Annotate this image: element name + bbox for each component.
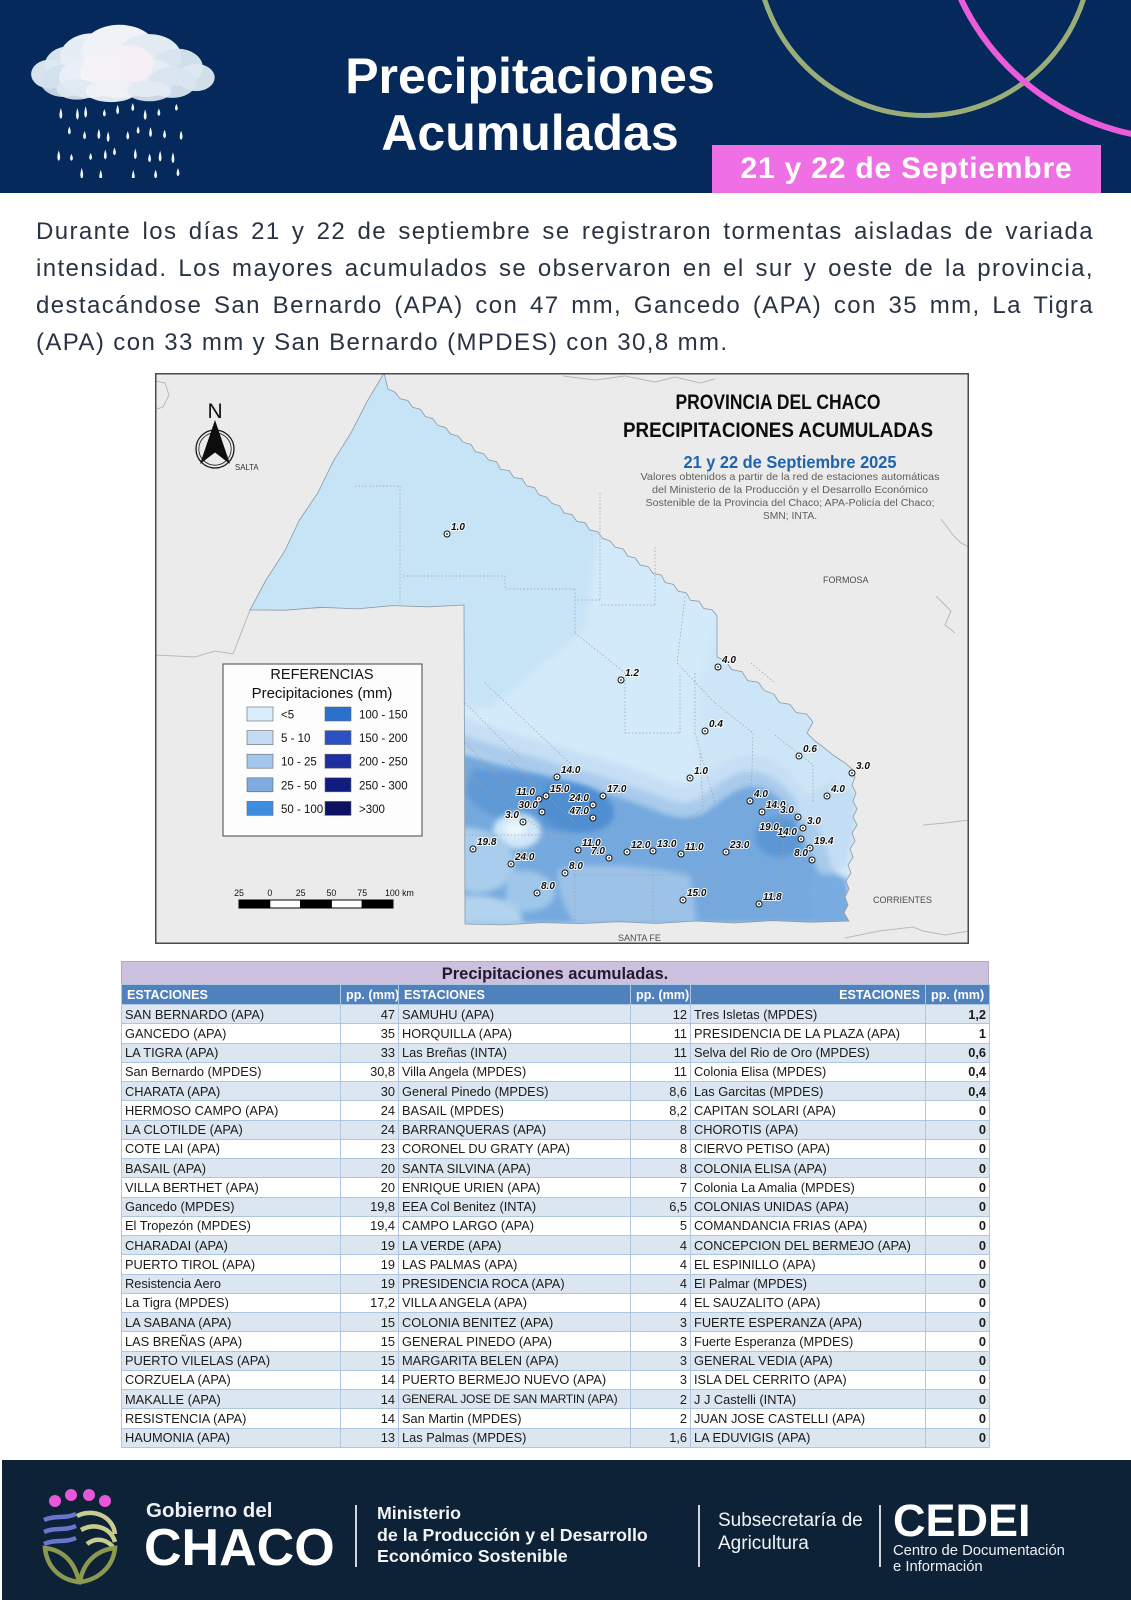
svg-text:8.0: 8.0 [569,861,583,872]
svg-text:11.0: 11.0 [685,842,704,853]
svg-text:>300: >300 [359,804,385,816]
svg-text:30.0: 30.0 [519,800,539,811]
svg-text:24.0: 24.0 [514,852,535,863]
svg-text:8.0: 8.0 [541,881,555,892]
svg-text:15.0: 15.0 [687,888,707,899]
svg-text:0.4: 0.4 [709,719,723,730]
svg-text:0.6: 0.6 [803,744,817,755]
svg-text:PRECIPITACIONES ACUMULADAS: PRECIPITACIONES ACUMULADAS [623,418,933,442]
svg-text:Valores obtenidos a partir de: Valores obtenidos a partir de la red de … [641,472,940,483]
svg-text:11.0: 11.0 [582,838,601,849]
svg-text:75: 75 [357,888,367,898]
svg-text:24.0: 24.0 [569,793,590,804]
svg-text:19.4: 19.4 [814,836,834,847]
svg-text:50: 50 [327,888,337,898]
svg-text:Precipitaciones (mm): Precipitaciones (mm) [252,685,393,702]
svg-text:17.0: 17.0 [607,784,627,795]
svg-text:4.0: 4.0 [753,789,768,800]
svg-text:19.0: 19.0 [760,822,780,833]
svg-text:CORRIENTES: CORRIENTES [873,895,932,905]
svg-text:23.0: 23.0 [729,840,750,851]
svg-text:25: 25 [296,888,306,898]
svg-text:12.0: 12.0 [631,840,651,851]
svg-text:1.0: 1.0 [694,766,708,777]
svg-text:150 - 200: 150 - 200 [359,733,408,745]
svg-text:13.0: 13.0 [657,839,677,850]
svg-text:SALTA: SALTA [235,463,259,472]
svg-text:5 - 10: 5 - 10 [281,733,310,745]
svg-text:3.0: 3.0 [505,810,519,821]
svg-text:<5: <5 [281,710,294,722]
svg-text:4.0: 4.0 [721,655,736,666]
svg-text:FORMOSA: FORMOSA [823,575,869,585]
svg-text:250 - 300: 250 - 300 [359,780,408,792]
svg-text:REFERENCIAS: REFERENCIAS [270,667,373,683]
svg-text:19.8: 19.8 [477,837,497,848]
svg-text:1.2: 1.2 [625,668,639,679]
svg-text:1.0: 1.0 [451,522,465,533]
svg-text:25 - 50: 25 - 50 [281,780,317,792]
svg-text:15.0: 15.0 [550,784,570,795]
svg-text:21 y 22 de Septiembre 2025: 21 y 22 de Septiembre 2025 [684,452,897,472]
svg-text:14.0: 14.0 [778,827,798,838]
svg-text:25: 25 [234,888,244,898]
svg-text:14.0: 14.0 [561,765,581,776]
svg-text:8.0: 8.0 [794,848,808,859]
svg-text:Sostenible de la Provincia del: Sostenible de la Provincia del Chaco; AP… [646,498,935,509]
svg-text:200 - 250: 200 - 250 [359,757,408,769]
svg-text:del Ministerio de la Producció: del Ministerio de la Producción y el Des… [652,485,928,496]
svg-text:10 - 25: 10 - 25 [281,757,317,769]
svg-text:50 - 100: 50 - 100 [281,804,323,816]
svg-text:0: 0 [267,888,272,898]
svg-text:100 - 150: 100 - 150 [359,710,408,722]
svg-text:N: N [208,400,223,423]
svg-text:11.8: 11.8 [763,892,782,903]
svg-text:11.0: 11.0 [516,787,535,798]
svg-text:SANTA FE: SANTA FE [618,933,661,943]
svg-text:7.0: 7.0 [591,846,605,857]
svg-text:4.0: 4.0 [830,784,845,795]
svg-text:3.0: 3.0 [807,816,821,827]
svg-text:SMN; INTA.: SMN; INTA. [763,511,817,522]
svg-text:47.0: 47.0 [569,806,590,817]
svg-text:14.0: 14.0 [766,800,786,811]
svg-text:100 km: 100 km [385,888,414,898]
svg-text:3.0: 3.0 [780,805,794,816]
svg-text:3.0: 3.0 [856,761,870,772]
svg-text:PROVINCIA DEL CHACO: PROVINCIA DEL CHACO [676,390,881,414]
